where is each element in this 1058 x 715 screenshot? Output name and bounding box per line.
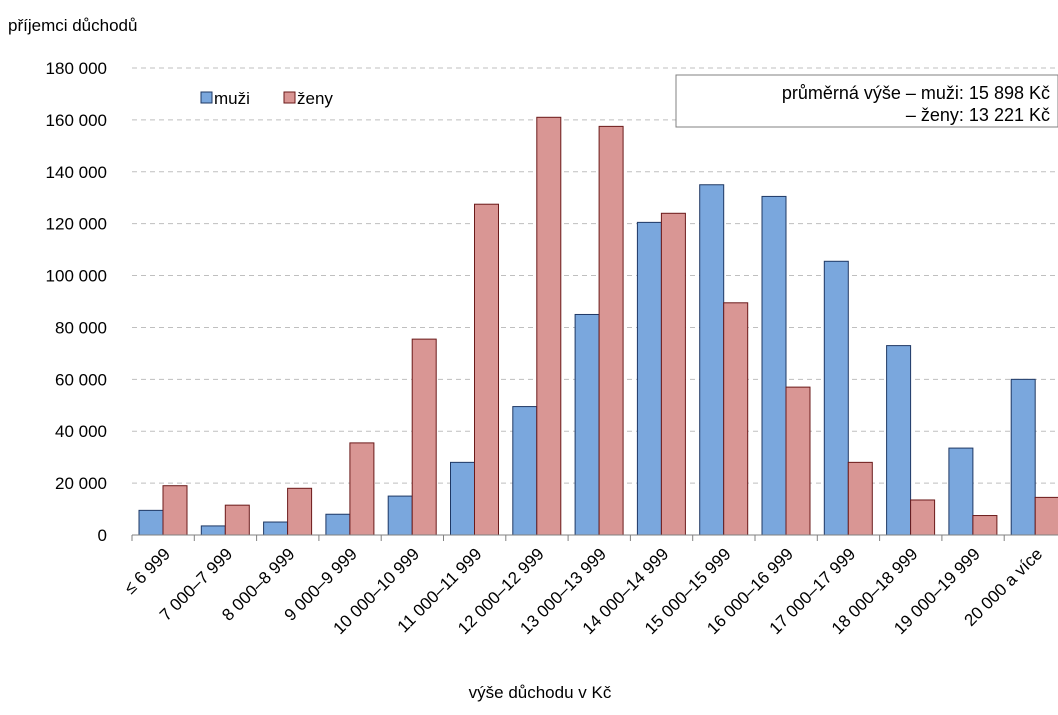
x-tick-label: ≤ 6 999 <box>121 544 174 597</box>
bar-muzi <box>387 495 413 536</box>
bar-muzi <box>636 221 662 536</box>
bar-zeny <box>349 442 375 536</box>
y-tick-label: 160 000 <box>46 111 107 130</box>
legend-swatch-zeny <box>283 91 296 104</box>
bar-zeny <box>224 504 250 536</box>
x-axis <box>131 534 1058 541</box>
bar-muzi <box>450 461 475 536</box>
bar-muzi <box>138 509 164 536</box>
bar-zeny <box>162 485 188 536</box>
y-tick-label: 180 000 <box>46 59 107 78</box>
bar-muzi <box>699 184 725 536</box>
bar-zeny <box>536 116 562 536</box>
legend-label-muzi: muži <box>214 89 250 108</box>
y-tick-label: 100 000 <box>46 267 107 286</box>
average-annotation: průměrná výše – muži: 15 898 Kč – ženy: … <box>675 74 1058 128</box>
bar-zeny <box>723 302 749 536</box>
bar-muzi <box>761 195 787 536</box>
annotation-line-1: průměrná výše – muži: 15 898 Kč <box>782 83 1050 103</box>
bar-zeny <box>972 515 998 536</box>
bar-zeny <box>785 386 811 536</box>
bar-zeny <box>287 487 313 536</box>
bar-muzi <box>823 260 849 536</box>
bar-zeny <box>598 125 624 536</box>
bar-muzi <box>886 345 912 536</box>
y-tick-labels: 0 20 000 40 000 60 000 80 000 100 000 120 000 1… <box>46 59 107 545</box>
bar-zeny <box>411 338 437 536</box>
annotation-line-2: – ženy: 13 221 Kč <box>906 105 1050 125</box>
y-tick-label: 120 000 <box>46 215 107 234</box>
bar-muzi <box>263 521 289 536</box>
y-tick-label: 80 000 <box>55 318 107 337</box>
bar-muzi <box>200 525 226 536</box>
bar-zeny <box>910 499 936 536</box>
bar-zeny <box>1034 496 1058 536</box>
bar-zeny <box>474 203 499 536</box>
legend-label-zeny: ženy <box>297 89 333 108</box>
x-axis-title: výše důchodu v Kč <box>469 683 612 702</box>
legend-swatch-muzi <box>200 91 213 104</box>
y-tick-label: 60 000 <box>55 370 107 389</box>
legend: muži ženy <box>200 89 333 108</box>
bars <box>138 116 1058 536</box>
y-tick-label: 140 000 <box>46 163 107 182</box>
bar-muzi <box>574 313 600 536</box>
bar-zeny <box>847 461 873 536</box>
bar-muzi <box>325 513 351 536</box>
bar-muzi <box>948 447 974 536</box>
bar-muzi <box>512 406 538 536</box>
y-tick-label: 40 000 <box>55 422 107 441</box>
y-tick-label: 20 000 <box>55 474 107 493</box>
y-axis-title: příjemci důchodů <box>8 16 137 35</box>
bar-muzi <box>1010 378 1036 536</box>
y-tick-label: 0 <box>98 526 107 545</box>
bar-zeny <box>660 212 686 536</box>
annotation-box <box>675 74 1058 128</box>
